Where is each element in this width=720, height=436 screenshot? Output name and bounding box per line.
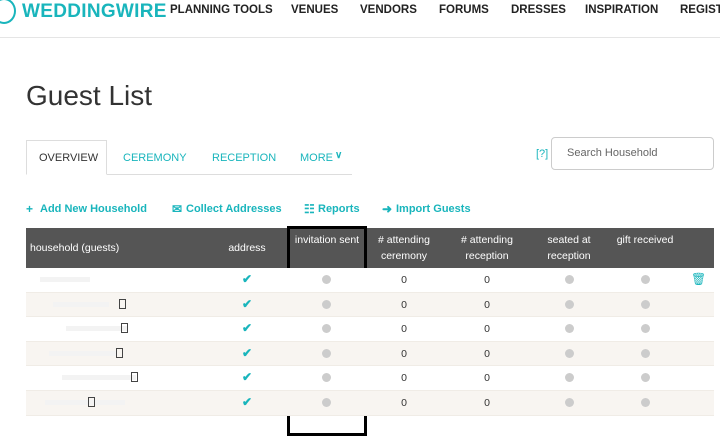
- household-icon: [131, 372, 138, 383]
- household-icon: [88, 397, 95, 407]
- table-row: [26, 268, 714, 293]
- address-check: ✔: [242, 370, 253, 385]
- column-header: household (guests): [30, 242, 120, 254]
- nav-item[interactable]: REGISTRY: [680, 4, 720, 16]
- nav-item[interactable]: VENUES: [291, 4, 339, 16]
- attending-ceremony: 0: [401, 298, 407, 311]
- table-row: [26, 341, 714, 367]
- page-title: Guest List: [26, 80, 153, 111]
- action-icon: +: [26, 202, 34, 216]
- help-link[interactable]: [?]: [536, 148, 549, 160]
- search-placeholder: Search Household: [567, 147, 658, 159]
- attending-reception: 0: [484, 323, 490, 336]
- action-link[interactable]: Collect Addresses: [186, 203, 282, 215]
- action-icon: ☷: [304, 202, 315, 216]
- attending-ceremony: 0: [401, 274, 407, 286]
- status-dot: [641, 324, 650, 334]
- address-check: ✔: [242, 296, 253, 311]
- action-link[interactable]: Import Guests: [396, 203, 471, 215]
- household-blur: [53, 301, 109, 307]
- attending-reception: 0: [484, 372, 490, 385]
- household-blur: [45, 400, 125, 405]
- attending-reception: 0: [484, 397, 490, 409]
- table-header: [26, 228, 714, 268]
- attending-ceremony: 0: [401, 372, 407, 385]
- attending-reception: 0: [484, 274, 490, 286]
- delete-icon[interactable]: 🗑: [691, 272, 707, 286]
- status-dot: [322, 373, 331, 383]
- attending-ceremony: 0: [401, 397, 407, 409]
- attending-ceremony: 0: [401, 323, 407, 336]
- status-dot: [322, 275, 331, 284]
- logo[interactable]: WEDDINGWIRE: [22, 1, 167, 22]
- column-header: # attending reception: [461, 234, 513, 262]
- action-link[interactable]: Add New Household: [40, 203, 147, 215]
- action-icon: ✉: [172, 202, 183, 216]
- action-link[interactable]: Reports: [318, 203, 360, 215]
- status-dot: [322, 324, 331, 334]
- address-check: ✔: [242, 395, 253, 409]
- action-icon: ➜: [382, 202, 393, 216]
- status-dot: [322, 398, 331, 407]
- tab[interactable]: RECEPTION: [212, 152, 277, 164]
- table-row: [26, 292, 714, 318]
- status-dot: [565, 299, 574, 309]
- tab[interactable]: CEREMONY: [123, 152, 187, 164]
- status-dot: [565, 324, 574, 334]
- active-tab-box: [26, 140, 107, 175]
- address-check: ✔: [242, 345, 253, 360]
- nav-item[interactable]: FORUMS: [439, 4, 489, 16]
- nav-item[interactable]: INSPIRATION: [585, 4, 659, 16]
- table-row: [26, 366, 714, 391]
- status-dot: [565, 373, 574, 383]
- column-header: seated at reception: [547, 234, 591, 262]
- tab-line: [26, 174, 352, 175]
- column-header: invitation sent: [294, 234, 360, 246]
- address-check: ✔: [242, 272, 253, 286]
- status-dot: [565, 348, 574, 358]
- tab[interactable]: MORE: [300, 152, 333, 164]
- logo-icon: [0, 0, 16, 24]
- status-dot: [641, 275, 650, 284]
- attending-reception: 0: [484, 298, 490, 311]
- status-dot: [565, 275, 574, 284]
- status-dot: [641, 398, 650, 407]
- column-header: # attending ceremony: [378, 234, 430, 262]
- address-check: ✔: [242, 321, 253, 336]
- attending-ceremony: 0: [401, 347, 407, 360]
- tab[interactable]: OVERVIEW: [39, 152, 99, 164]
- search-box[interactable]: [551, 137, 714, 170]
- attending-reception: 0: [484, 347, 490, 360]
- status-dot: [565, 398, 574, 407]
- household-blur: [66, 326, 128, 332]
- nav-item[interactable]: DRESSES: [511, 4, 566, 16]
- household-icon: [121, 323, 128, 334]
- table-row: [26, 317, 714, 342]
- nav-divider: [0, 37, 720, 38]
- household-blur: [62, 375, 136, 381]
- column-header: address: [228, 242, 266, 254]
- more-caret: ∨: [335, 150, 343, 161]
- nav-item[interactable]: VENDORS: [360, 4, 417, 16]
- status-dot: [322, 299, 331, 309]
- table-row: [26, 391, 714, 416]
- household-blur: [49, 350, 117, 356]
- column-header: gift received: [616, 234, 674, 246]
- nav-item[interactable]: PLANNING TOOLS: [170, 4, 273, 16]
- status-dot: [641, 299, 650, 309]
- status-dot: [322, 348, 331, 358]
- status-dot: [641, 348, 650, 358]
- household-icon: [116, 347, 123, 358]
- household-blur: [40, 277, 90, 282]
- status-dot: [641, 373, 650, 383]
- household-icon: [119, 298, 126, 309]
